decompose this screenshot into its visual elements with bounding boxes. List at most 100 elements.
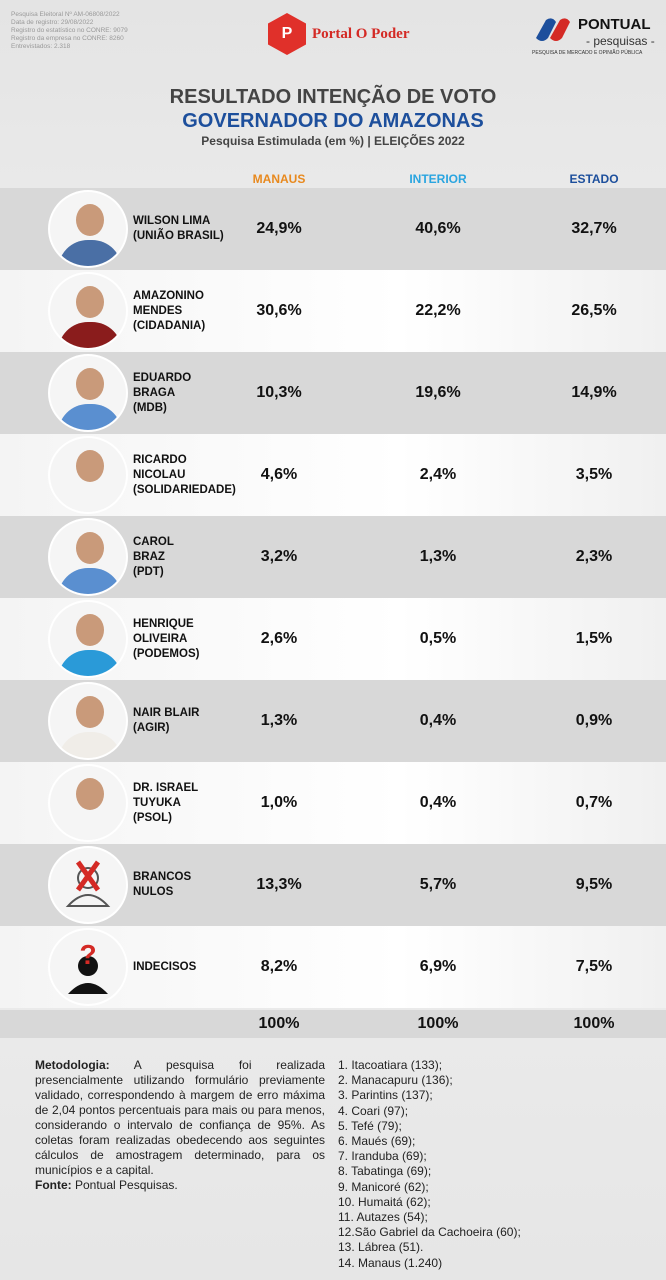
table-row: BRANCOS NULOS 13,3% 5,7% 9,5% [0,844,666,926]
candidate-photo [48,600,128,678]
portal-o-poder-logo: P Portal O Poder [268,13,409,55]
table-row: HENRIQUE OLIVEIRA (PODEMOS) 2,6% 0,5% 1,5% [0,598,666,680]
value-manaus: 3,2% [260,548,298,565]
value-estado: 2,3% [575,548,613,565]
portal-hexagon-icon: P [268,13,306,55]
municipality-item: 1. Itacoatiara (133); [338,1058,443,1072]
candidate-name: CAROL BRAZ (PDT) [133,535,174,578]
candidate-name: DR. ISRAEL TUYUKA (PSOL) [133,781,199,824]
municipality-item: 2. Manacapuru (136); [338,1073,453,1088]
value-interior: 6,9% [419,958,457,975]
meta-line: Registro da empresa no CONRE: 8260 [11,35,124,42]
source-label: Fonte: [35,1178,72,1192]
table-row: EDUARDO BRAGA (MDB) 10,3% 19,6% 14,9% [0,352,666,434]
totals-row: 100% 100% 100% [0,1010,666,1038]
municipality-list: 1. Itacoatiara (133); 2. Manacapuru (136)… [338,1058,521,1271]
municipality-item: 13. Lábrea (51). [338,1240,424,1255]
value-manaus: 30,6% [256,302,302,319]
undecided-icon: ? [48,928,128,1006]
candidate-photo [48,518,128,596]
value-estado: 3,5% [575,466,613,483]
value-interior: 1,3% [419,548,457,565]
value-manaus: 2,6% [260,630,298,647]
pontual-sub: - pesquisas - [586,34,655,48]
candidate-photo [48,682,128,760]
blank-null-icon [48,846,128,924]
svg-text:?: ? [79,939,96,970]
municipality-item: 14. Manaus (1.240) [338,1255,443,1270]
total-interior: 100% [417,1015,459,1032]
value-estado: 0,7% [575,794,613,811]
table-row: DR. ISRAEL TUYUKA (PSOL) 1,0% 0,4% 0,7% [0,762,666,844]
source-text: Pontual Pesquisas. [71,1178,178,1192]
meta-line: Registro do estatístico no CONRE: 9079 [11,27,128,34]
subtitle: GOVERNADOR DO AMAZONAS [182,110,484,132]
value-interior: 40,6% [415,220,461,237]
candidate-name: HENRIQUE OLIVEIRA (PODEMOS) [133,617,200,660]
candidate-photo [48,436,128,514]
pontual-name: PONTUAL [578,16,651,33]
value-manaus: 1,0% [260,794,298,811]
value-estado: 1,5% [575,630,613,647]
candidate-name: NAIR BLAIR (AGIR) [133,707,200,734]
value-interior: 0,5% [419,630,457,647]
candidate-name: INDECISOS [133,960,197,973]
meta-line: Pesquisa Eleitoral Nº AM-06808/2022 [11,11,120,18]
municipality-item: 7. Iranduba (69); [338,1149,427,1164]
value-estado: 32,7% [571,220,617,237]
pontual-mark-icon [536,18,570,41]
table-row: AMAZONINO MENDES (CIDADANIA) 30,6% 22,2% 26… [0,270,666,352]
value-estado: 9,5% [575,876,613,893]
methodology-label: Metodologia: [35,1058,110,1072]
value-interior: 19,6% [415,384,461,401]
meta-line: Data de registro: 29/08/2022 [11,19,94,26]
table-row: ? INDECISOS 8,2% 6,9% 7,5% [0,926,666,1008]
candidate-photo [48,272,128,350]
pontual-tagline: PESQUISA DE MERCADO E OPINIÃO PÚBLICA [532,50,643,56]
municipality-item: 11. Autazes (54); [338,1210,428,1225]
value-interior: 22,2% [415,302,461,319]
candidate-name: AMAZONINO MENDES (CIDADANIA) [133,289,206,332]
value-estado: 14,9% [571,384,617,401]
portal-logo-text: Portal O Poder [312,25,410,42]
municipality-item: 9. Manicoré (62); [338,1179,429,1194]
candidate-photo [48,190,128,268]
registration-info: Pesquisa Eleitoral Nº AM-06808/2022 Data… [11,11,128,51]
value-manaus: 13,3% [256,876,302,893]
municipality-item: 5. Tefé (79); [338,1118,402,1133]
column-header-interior: INTERIOR [409,172,467,186]
methodology: Metodologia: A pesquisa foi realizada pr… [35,1058,325,1193]
value-interior: 0,4% [419,712,457,729]
value-manaus: 4,6% [260,466,298,483]
table-row: NAIR BLAIR (AGIR) 1,3% 0,4% 0,9% [0,680,666,762]
candidate-photo [48,354,128,432]
title: RESULTADO INTENÇÃO DE VOTO [169,86,497,108]
value-estado: 0,9% [575,712,613,729]
total-manaus: 100% [258,1015,300,1032]
municipality-item: 10. Humaitá (62); [338,1194,431,1209]
candidate-name: BRANCOS NULOS [133,871,192,898]
total-estado: 100% [573,1015,615,1032]
meta-line: Entrevistados: 2.318 [11,43,71,50]
candidate-name: WILSON LIMA (UNIÃO BRASIL) [133,215,224,242]
municipality-item: 6. Maués (69); [338,1134,416,1149]
table-row: CAROL BRAZ (PDT) 3,2% 1,3% 2,3% [0,516,666,598]
municipality-item: 4. Coari (97); [338,1103,409,1118]
value-estado: 26,5% [571,302,617,319]
candidate-name: EDUARDO BRAGA (MDB) [133,371,192,414]
value-interior: 2,4% [419,466,457,483]
value-estado: 7,5% [575,958,613,975]
candidate-name: RICARDO NICOLAU (SOLIDARIEDADE) [133,453,236,496]
column-header-estado: ESTADO [569,172,619,186]
value-manaus: 24,9% [256,220,302,237]
methodology-text: A pesquisa foi realizada presencialmente… [35,1058,325,1177]
candidate-photo [48,764,128,842]
survey-type: Pesquisa Estimulada (em %) | ELEIÇÕES 20… [201,134,465,148]
value-manaus: 10,3% [256,384,302,401]
municipality-item: 12.São Gabriel da Cachoeira (60); [338,1225,521,1240]
table-row: WILSON LIMA (UNIÃO BRASIL) 24,9% 40,6% 32,7… [0,188,666,270]
value-interior: 5,7% [419,876,457,893]
value-interior: 0,4% [419,794,457,811]
column-header-manaus: MANAUS [252,172,306,186]
value-manaus: 1,3% [260,712,298,729]
